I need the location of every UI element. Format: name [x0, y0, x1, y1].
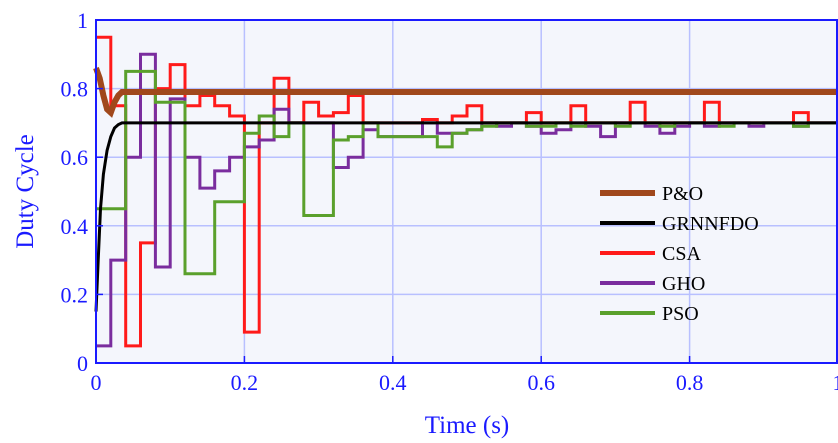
- x-tick-label: 0.8: [676, 370, 704, 395]
- y-tick-label: 0: [77, 351, 88, 376]
- x-tick-label: 0: [91, 370, 102, 395]
- legend-label-pso: PSO: [662, 303, 699, 325]
- x-axis-title: Time (s): [425, 412, 510, 439]
- legend-label-grnnfdo: GRNNFDO: [662, 213, 759, 235]
- legend-label-csa: CSA: [662, 243, 701, 265]
- y-tick-label: 0.4: [61, 214, 89, 239]
- axis-ticks: 0 0.2 0.4 0.6 0.8 1 0 0.2 0.4 0.6 0.8 1: [61, 8, 838, 395]
- x-tick-label: 0.4: [379, 370, 407, 395]
- series-lines: [93, 35, 838, 348]
- series-line-p-o: [93, 66, 838, 118]
- x-tick-label: 1: [833, 370, 838, 395]
- plot-frame: [95, 19, 838, 364]
- legend-label-p-o: P&O: [662, 183, 703, 205]
- y-axis-title: Duty Cycle: [12, 134, 39, 249]
- y-tick-label: 0.2: [61, 282, 89, 307]
- legend-label-gho: GHO: [662, 273, 705, 295]
- y-tick-label: 0.6: [61, 145, 89, 170]
- x-tick-label: 0.6: [527, 370, 555, 395]
- y-tick-label: 1: [77, 8, 88, 33]
- legend: P&O GRNNFDO CSA GHO PSO: [600, 183, 759, 325]
- x-tick-label: 0.2: [231, 370, 259, 395]
- plot-background: [96, 20, 838, 363]
- y-tick-label: 0.8: [61, 77, 89, 102]
